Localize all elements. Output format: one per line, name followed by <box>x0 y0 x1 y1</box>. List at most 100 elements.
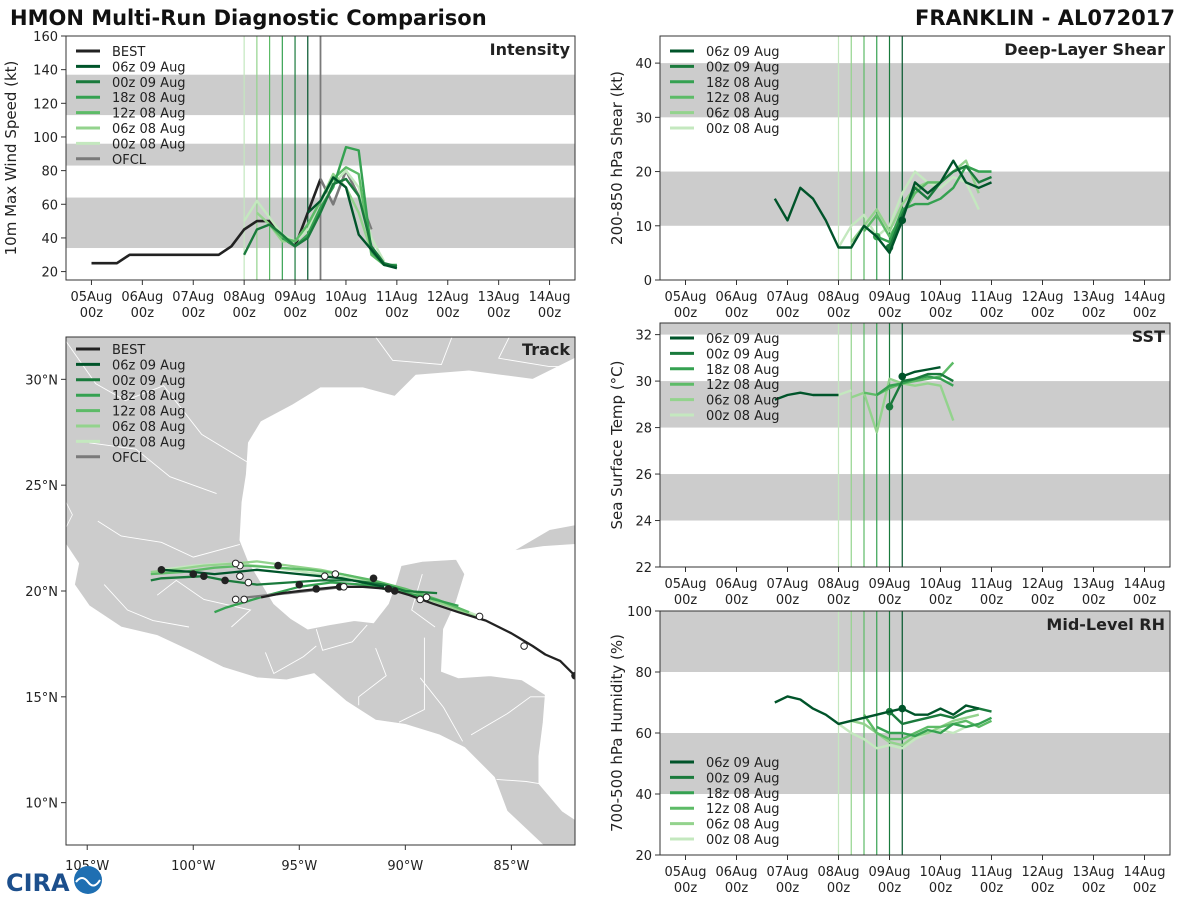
land-cuba <box>513 524 575 552</box>
panel-title: SST <box>1132 327 1165 346</box>
y-tick-label: 30 <box>635 111 652 126</box>
legend-label: BEST <box>112 343 145 358</box>
legend-label: 18z 08 Aug <box>706 76 780 91</box>
y-tick-label: 40 <box>635 57 652 72</box>
track-point-open <box>231 559 240 568</box>
x-tick-label-day: 10Aug <box>920 865 962 880</box>
y-tick-label: 30 <box>635 375 652 390</box>
legend-label: 12z 08 Aug <box>706 91 780 106</box>
x-tick-label-hour: 00z <box>929 593 953 608</box>
y-tick-label: 30°N <box>25 373 58 388</box>
threshold-band <box>660 63 1170 118</box>
legend-label: 06z 09 Aug <box>706 332 780 347</box>
x-tick-label-hour: 00z <box>1082 881 1106 896</box>
y-tick-label: 80 <box>635 666 652 681</box>
track-point-open <box>475 612 484 621</box>
x-tick-label-day: 12Aug <box>1022 290 1064 305</box>
legend-label: 00z 08 Aug <box>112 137 186 152</box>
x-tick-label-hour: 00z <box>1133 881 1157 896</box>
x-tick-label-day: 08Aug <box>818 290 860 305</box>
x-tick-label-day: 10Aug <box>920 577 962 592</box>
y-tick-label: 28 <box>635 422 652 437</box>
land-mainland <box>66 337 575 845</box>
x-tick-label-hour: 00z <box>1133 306 1157 321</box>
track-point-filled <box>384 585 393 593</box>
x-tick-label-day: 13Aug <box>1073 577 1115 592</box>
admin-border <box>156 579 252 628</box>
y-tick-label: 60 <box>41 198 58 213</box>
x-tick-label-hour: 00z <box>1133 593 1157 608</box>
y-tick-label: 25°N <box>25 479 58 494</box>
track-point-open <box>320 572 329 580</box>
track-point-open <box>340 582 348 591</box>
panel-title: Intensity <box>490 40 571 59</box>
x-tick-label-day: 14Aug <box>1124 290 1166 305</box>
track-point-open <box>240 595 248 604</box>
x-tick-label-day: 13Aug <box>1073 865 1115 880</box>
x-tick-label-hour: 00z <box>674 881 698 896</box>
legend-label: 06z 09 Aug <box>706 45 780 60</box>
x-tick-label-day: 09Aug <box>274 290 316 305</box>
track-point-open <box>331 570 340 578</box>
legend-label: 06z 08 Aug <box>706 394 780 409</box>
x-tick-label-day: 06Aug <box>716 865 758 880</box>
y-tick-label: 40 <box>635 788 652 803</box>
track-point-filled <box>200 572 208 580</box>
run-series-line <box>888 707 992 726</box>
plot-frame <box>659 35 1171 281</box>
storm-identifier: FRANKLIN - AL072017 <box>915 6 1175 30</box>
plot-frame <box>659 322 1171 568</box>
x-tick-label-day: 11Aug <box>376 290 418 305</box>
threshold-band <box>660 611 1170 672</box>
legend-label: 00z 09 Aug <box>112 76 186 91</box>
y-tick-label: 100 <box>627 605 652 620</box>
panel-title: Track <box>522 340 570 359</box>
legend-label: BEST <box>112 45 145 60</box>
plot-area <box>660 323 1170 567</box>
x-tick-label-hour: 00z <box>80 306 104 321</box>
threshold-band <box>660 381 1170 428</box>
run-series-line <box>901 366 941 378</box>
y-tick-label: 20 <box>635 166 652 181</box>
track-point-filled <box>189 570 198 578</box>
figure-title: HMON Multi-Run Diagnostic Comparison <box>10 6 487 30</box>
legend-label: 00z 09 Aug <box>706 347 780 362</box>
x-tick-label-hour: 00z <box>1031 881 1055 896</box>
x-tick-label-hour: 00z <box>182 306 206 321</box>
run-init-point <box>898 372 907 381</box>
logo-text: CIRA <box>6 869 70 897</box>
x-tick-label-day: 08Aug <box>818 577 860 592</box>
globe-icon <box>74 866 102 894</box>
admin-border <box>470 696 550 736</box>
threshold-band <box>660 323 1170 335</box>
run-init-point <box>898 704 907 713</box>
x-tick-label-hour: 00z <box>1031 593 1055 608</box>
run-series-line <box>837 170 980 249</box>
x-tick-label-day: 12Aug <box>1022 577 1064 592</box>
land-baja-tip <box>66 501 73 528</box>
x-tick-label-day: 05Aug <box>665 577 707 592</box>
x-tick-label-day: 05Aug <box>665 865 707 880</box>
x-tick-label-hour: 00z <box>1082 593 1106 608</box>
admin-border <box>97 520 241 558</box>
x-tick-label-hour: 00z <box>827 593 851 608</box>
x-tick-label-hour: 00z <box>980 306 1004 321</box>
x-tick-label-hour: 00z <box>232 306 256 321</box>
legend-label: 00z 08 Aug <box>112 435 186 450</box>
x-tick-label-hour: 00z <box>878 306 902 321</box>
x-tick-label-day: 12Aug <box>427 290 469 305</box>
x-tick-label-day: 09Aug <box>869 290 911 305</box>
x-tick-label-hour: 00z <box>776 593 800 608</box>
track-point-open <box>422 593 431 602</box>
x-tick-label-hour: 00z <box>827 306 851 321</box>
admin-border <box>89 442 217 495</box>
legend-label: 18z 08 Aug <box>706 363 780 378</box>
x-tick-label-day: 06Aug <box>716 577 758 592</box>
track-point-filled <box>369 574 378 583</box>
run-track-line <box>161 568 385 588</box>
x-tick-label-hour: 00z <box>878 593 902 608</box>
legend-label: 18z 08 Aug <box>112 389 186 404</box>
y-tick-label: 20 <box>41 266 58 281</box>
x-tick-label-hour: 00z <box>725 593 749 608</box>
